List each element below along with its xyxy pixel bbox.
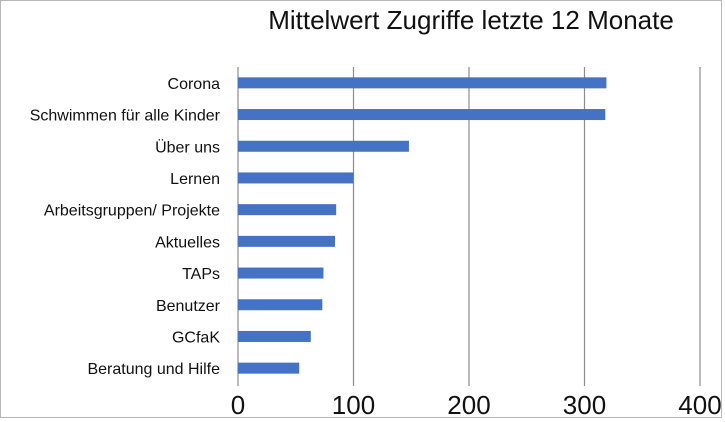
category-label: Corona xyxy=(168,76,221,93)
x-tick-label: 300 xyxy=(563,390,606,417)
category-label: Benutzer xyxy=(156,298,221,315)
bar xyxy=(238,77,607,89)
category-label: GCfaK xyxy=(172,329,220,346)
bar xyxy=(238,299,323,311)
x-tick-label: 0 xyxy=(231,390,245,417)
category-label: Aktuelles xyxy=(155,234,220,251)
category-label: Über uns xyxy=(155,138,220,156)
bar xyxy=(238,362,300,374)
bar xyxy=(238,267,324,279)
bar xyxy=(238,140,409,152)
category-label: TAPs xyxy=(182,266,220,283)
bar xyxy=(238,172,354,184)
x-tick-label: 100 xyxy=(332,390,375,417)
category-label: Lernen xyxy=(170,171,220,188)
bar xyxy=(238,204,337,216)
chart-title: Mittelwert Zugriffe letzte 12 Monate xyxy=(268,5,674,35)
category-label: Beratung und Hilfe xyxy=(87,361,220,378)
x-tick-label: 200 xyxy=(447,390,490,417)
bar xyxy=(238,109,606,121)
category-label: Arbeitsgruppen/ Projekte xyxy=(44,203,220,220)
x-tick-label: 400 xyxy=(678,390,721,417)
bar xyxy=(238,235,336,247)
chart-plot: Corona Schwimmen für alle Kinder Über uns L… xyxy=(30,67,722,420)
category-label: Schwimmen für alle Kinder xyxy=(30,108,221,125)
bar xyxy=(238,330,311,342)
